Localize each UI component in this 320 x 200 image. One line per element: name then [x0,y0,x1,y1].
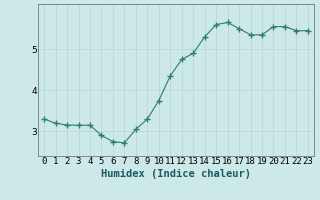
X-axis label: Humidex (Indice chaleur): Humidex (Indice chaleur) [101,169,251,179]
